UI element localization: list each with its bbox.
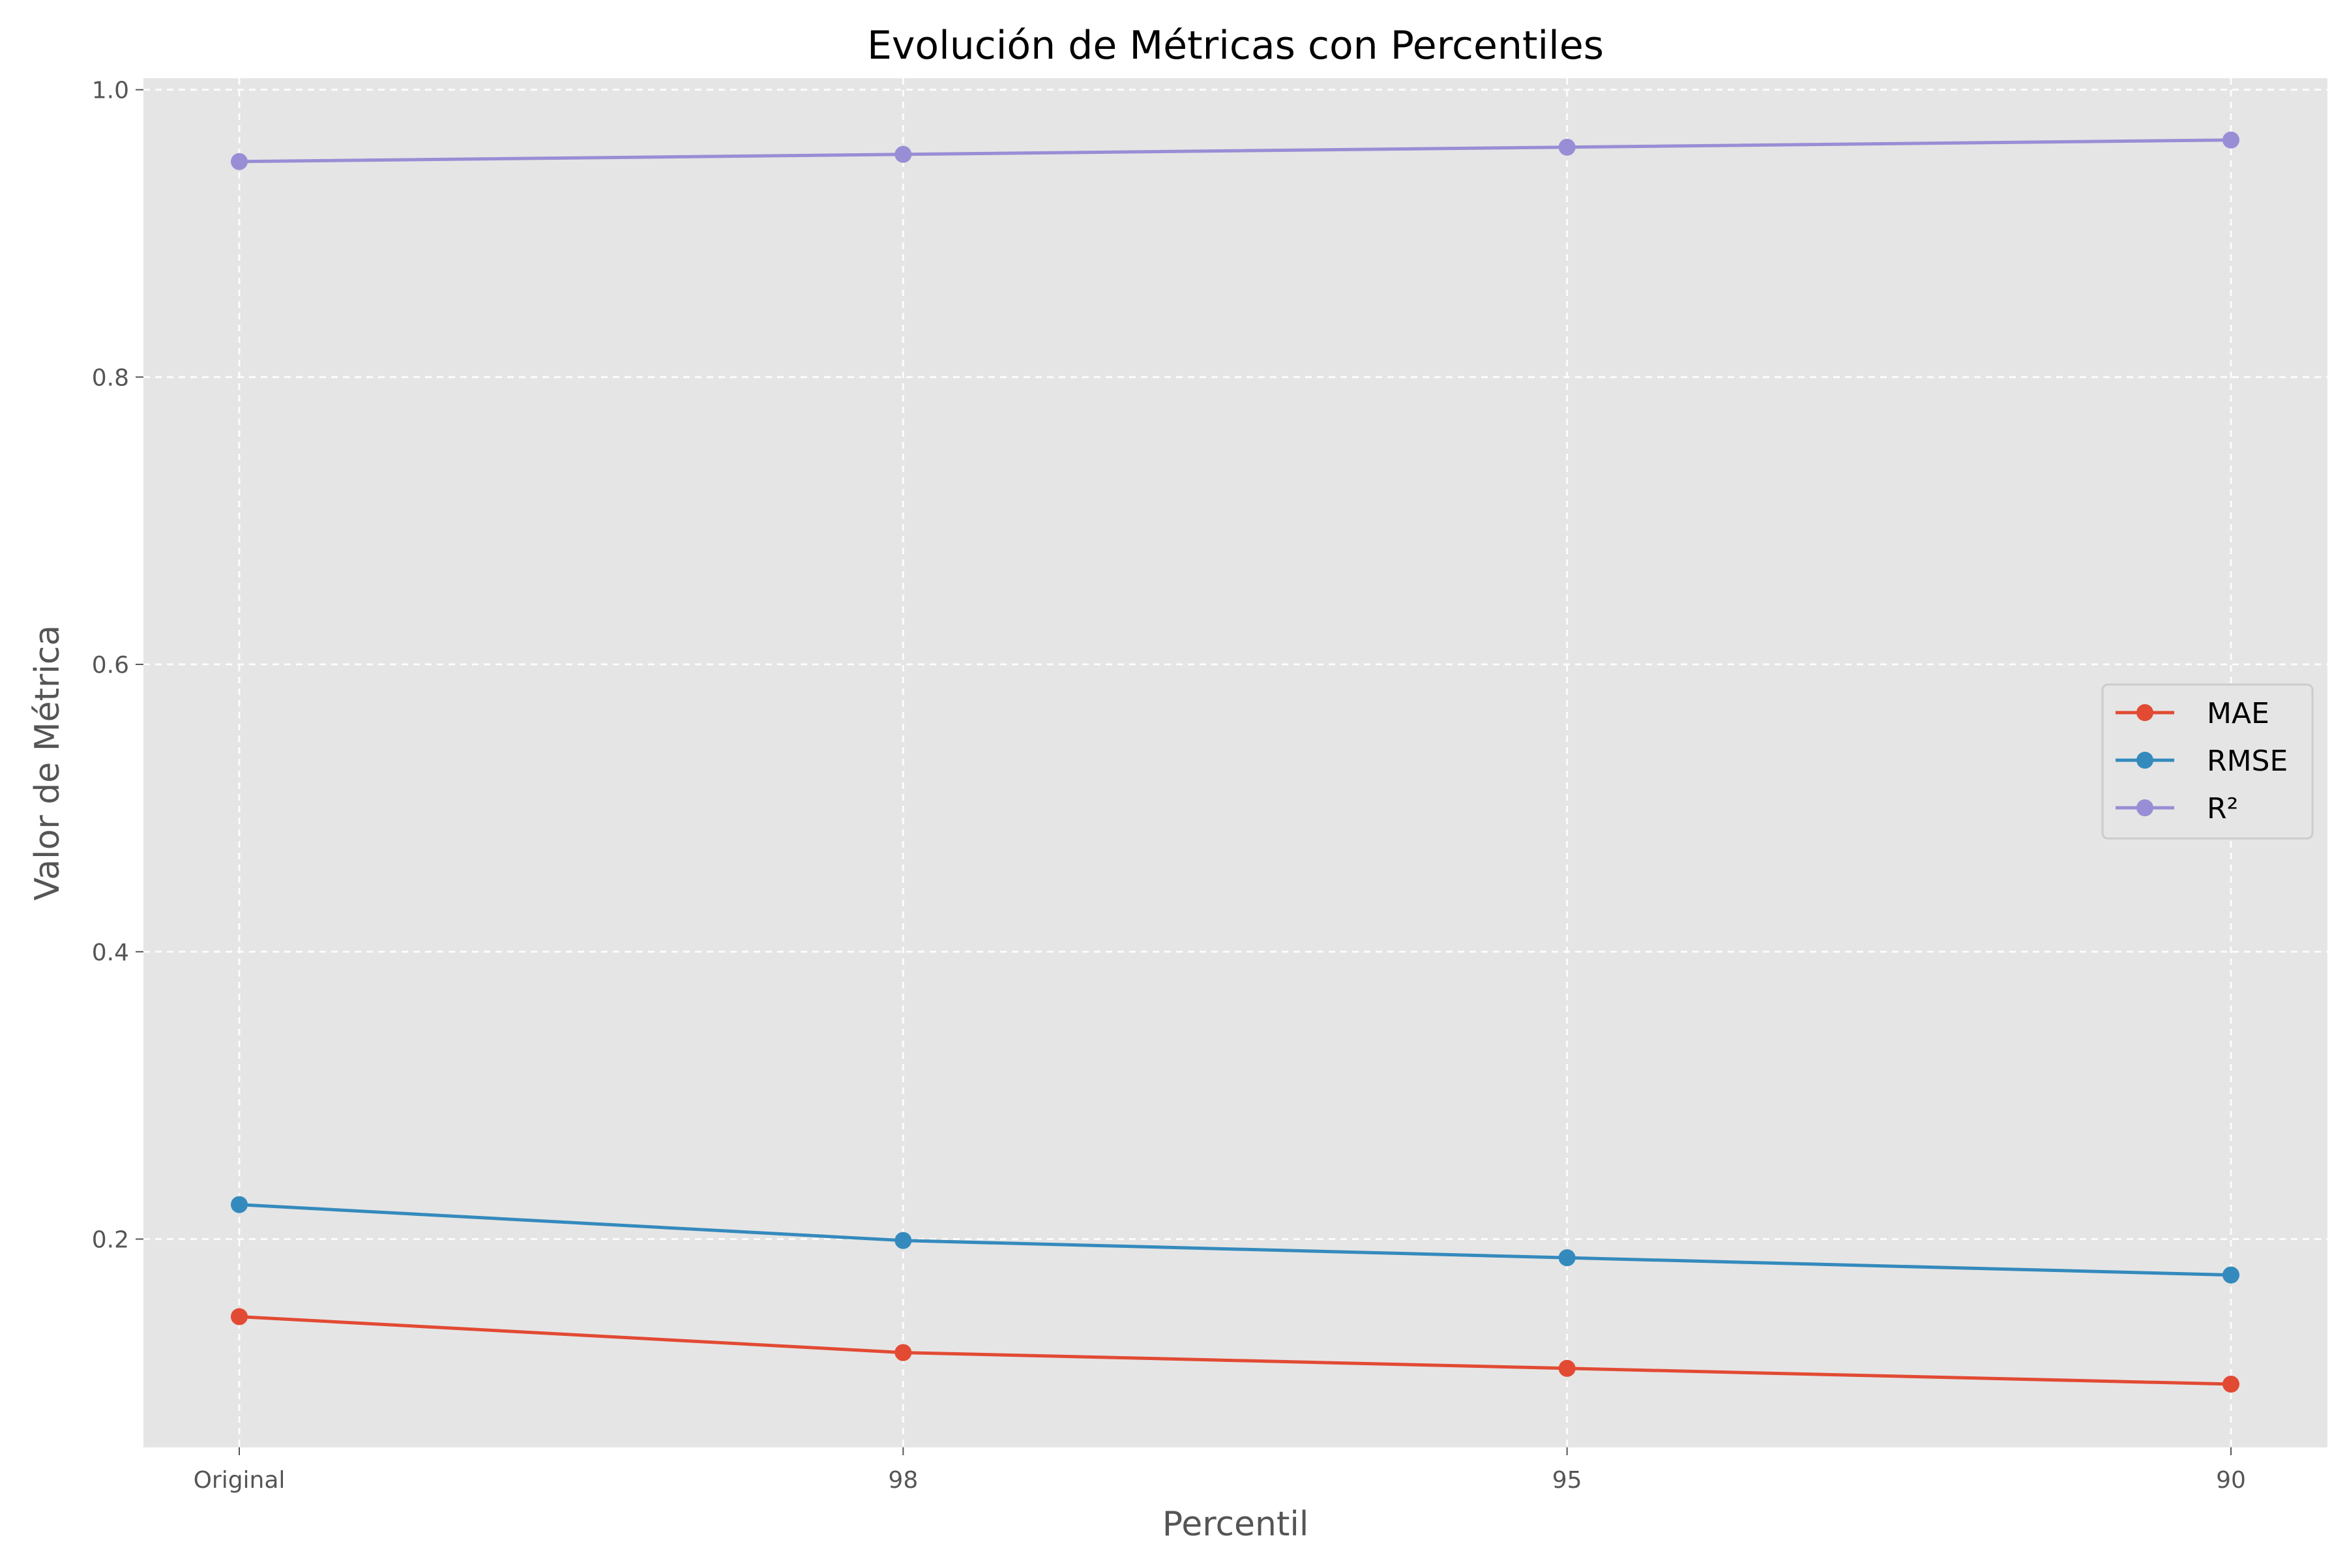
series-line-rmse — [239, 1203, 2232, 1277]
plot-background — [143, 78, 2327, 1447]
x-tick-label: 90 — [2216, 1467, 2246, 1494]
grid-lines — [143, 78, 2327, 1447]
series-layer — [231, 131, 2239, 1393]
y-tick-label: 0.2 — [92, 1226, 129, 1253]
y-tick-label: 0.4 — [92, 939, 129, 966]
data-point-rmse — [1558, 1249, 1576, 1267]
data-point-r — [894, 145, 912, 163]
data-point-mae — [231, 1308, 248, 1325]
legend-item-mae: MAE — [2116, 697, 2269, 730]
axis-ticks: Original 98 95 90 0.2 0.4 0.6 0.8 1.0 — [92, 78, 2246, 1494]
data-point-mae — [2222, 1376, 2239, 1393]
x-axis-label: Percentil — [1162, 1505, 1309, 1544]
data-point-r — [231, 153, 248, 170]
legend-swatch-marker — [2136, 704, 2153, 721]
x-tick-label: 98 — [888, 1467, 918, 1494]
series-mae — [231, 1308, 2239, 1393]
legend: MAE RMSE R² — [2101, 683, 2314, 840]
data-point-rmse — [231, 1196, 248, 1213]
legend-swatch-marker — [2136, 799, 2153, 816]
data-point-rmse — [2222, 1266, 2239, 1284]
x-tick-label: Original — [194, 1467, 286, 1494]
legend-label: R² — [2207, 792, 2238, 825]
series-line-mae — [239, 1314, 2232, 1386]
series-rmse — [231, 1196, 2239, 1284]
legend-item-rmse: RMSE — [2116, 745, 2288, 778]
legend-swatch-marker — [2136, 752, 2153, 769]
legend-label: MAE — [2207, 697, 2269, 730]
data-point-r — [2222, 131, 2239, 149]
y-tick-label: 0.8 — [92, 364, 129, 391]
data-point-mae — [894, 1344, 912, 1361]
y-tick-label: 0.6 — [92, 652, 129, 679]
x-tick-label: 95 — [1552, 1467, 1582, 1494]
legend-frame — [2101, 683, 2314, 840]
data-point-rmse — [894, 1232, 912, 1249]
series-r — [231, 131, 2239, 170]
y-axis-label: Valor de Métrica — [28, 625, 67, 901]
data-point-mae — [1558, 1359, 1576, 1377]
series-line-r — [239, 138, 2232, 164]
legend-label: RMSE — [2207, 745, 2288, 778]
y-tick-label: 1.0 — [92, 78, 129, 104]
legend-item-r: R² — [2116, 792, 2238, 825]
data-point-r — [1558, 138, 1576, 156]
chart-title: Evolución de Métricas con Percentiles — [867, 23, 1604, 68]
